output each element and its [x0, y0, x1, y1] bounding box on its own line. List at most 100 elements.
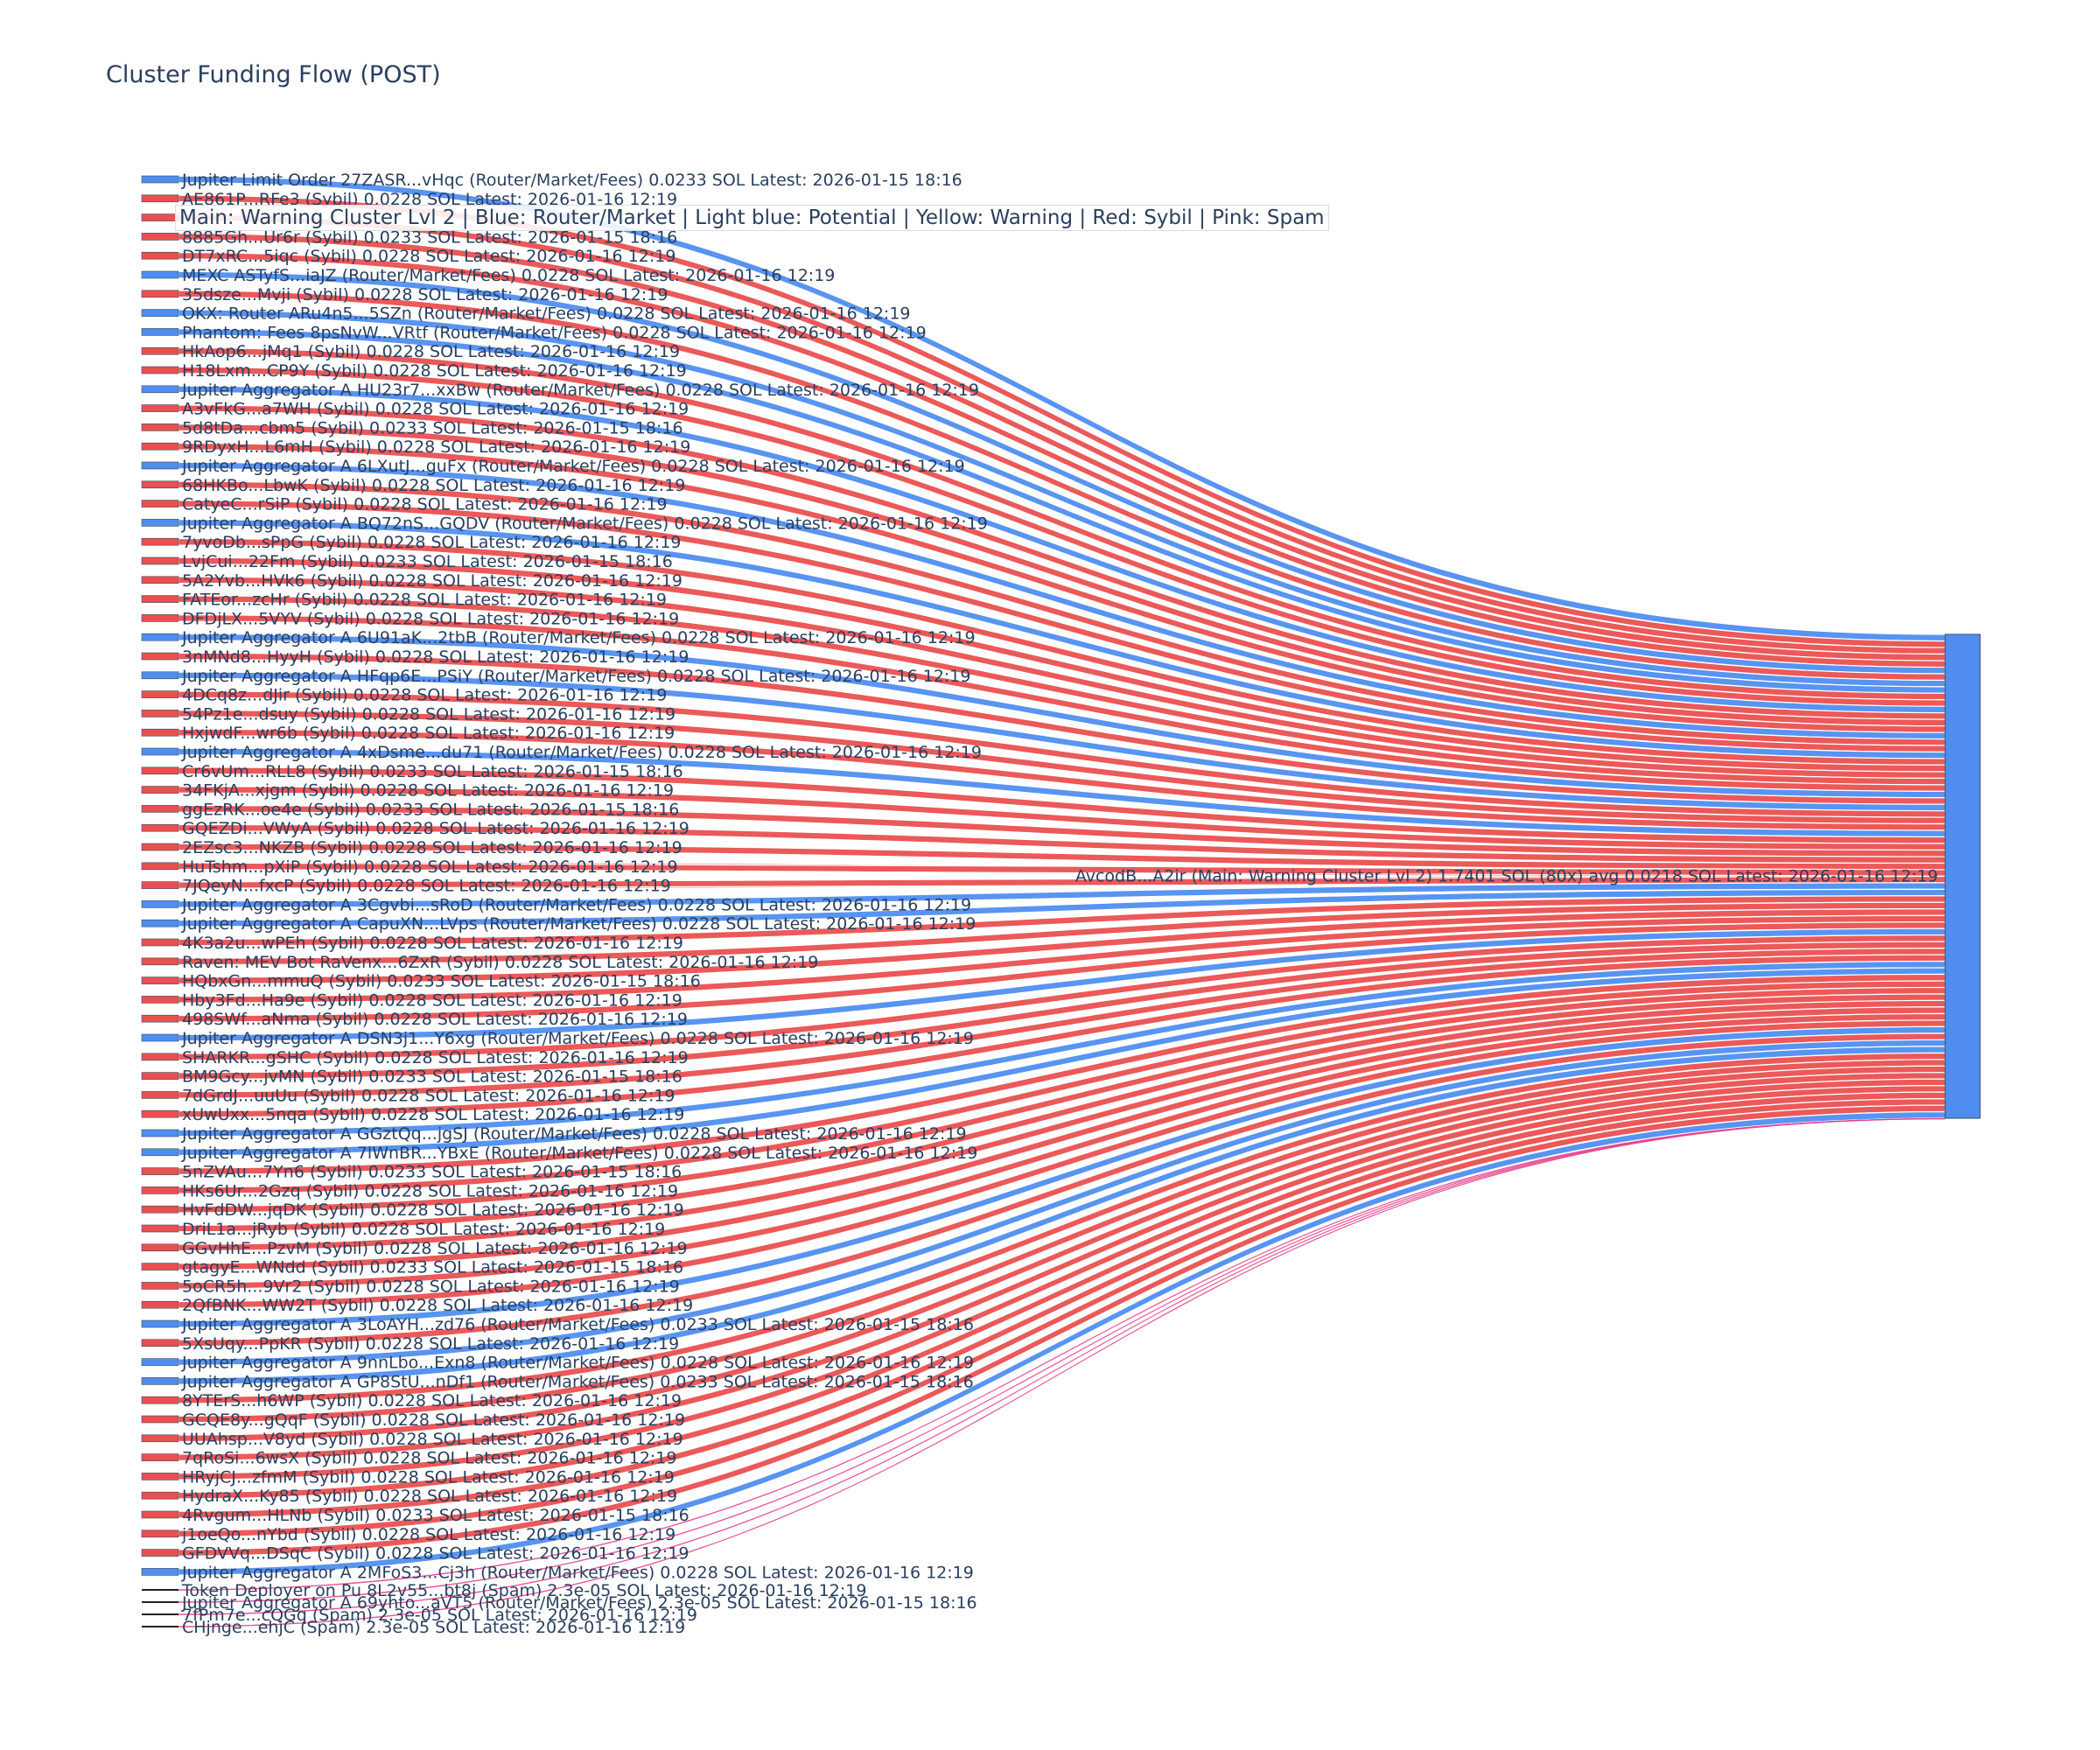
source-node-label: Phantom: Fees 8psNvW...VRtf (Router/Mark… — [182, 323, 927, 342]
source-node[interactable] — [141, 1205, 179, 1214]
source-node[interactable] — [141, 786, 179, 794]
source-node-label: SHARKR...gSHC (Sybil) 0.0228 SOL Latest:… — [182, 1048, 689, 1068]
source-node[interactable] — [141, 1282, 179, 1290]
source-node-label: CHjnge...ehjC (Spam) 2.3e-05 SOL Latest:… — [182, 1618, 685, 1637]
source-node[interactable] — [141, 1167, 179, 1175]
source-node[interactable] — [141, 404, 179, 412]
source-node[interactable] — [141, 175, 179, 184]
source-node[interactable] — [141, 614, 179, 622]
source-node[interactable] — [141, 1320, 179, 1328]
source-node[interactable] — [141, 309, 179, 317]
source-node[interactable] — [141, 214, 179, 221]
source-node[interactable] — [141, 1033, 179, 1042]
source-node[interactable] — [141, 233, 179, 241]
source-node-label: Jupiter Aggregator A 6LXutJ...guFx (Rout… — [181, 457, 965, 476]
source-node[interactable] — [141, 270, 179, 279]
source-node[interactable] — [141, 1263, 179, 1270]
source-node[interactable] — [141, 1434, 179, 1443]
source-node[interactable] — [141, 652, 179, 661]
source-node-label: Jupiter Aggregator A 3LoAYH...zd76 (Rout… — [181, 1315, 974, 1334]
source-node[interactable] — [141, 976, 179, 984]
source-node[interactable] — [141, 366, 179, 374]
source-node[interactable] — [141, 1129, 179, 1138]
source-node[interactable] — [141, 957, 179, 966]
source-node[interactable] — [142, 1589, 178, 1591]
source-node[interactable] — [141, 1014, 179, 1023]
source-node[interactable] — [141, 480, 179, 489]
source-node[interactable] — [141, 385, 179, 394]
source-node[interactable] — [141, 1377, 179, 1385]
source-node[interactable] — [141, 823, 179, 832]
source-node[interactable] — [141, 1530, 179, 1538]
source-node-label: 2QfBNK...WW2T (Sybil) 0.0228 SOL Latest:… — [182, 1296, 693, 1315]
source-node-label: ggEzRK...oe4e (Sybil) 0.0233 SOL Latest:… — [182, 800, 679, 819]
source-node[interactable] — [141, 881, 179, 889]
source-node[interactable] — [141, 1072, 179, 1080]
source-node[interactable] — [141, 519, 179, 527]
source-node-label: Jupiter Aggregator A 69yhto...aVT5 (Rout… — [181, 1593, 977, 1613]
source-node[interactable] — [141, 424, 179, 431]
source-node[interactable] — [141, 862, 179, 871]
source-node[interactable] — [141, 1186, 179, 1194]
source-node[interactable] — [141, 1224, 179, 1233]
source-node[interactable] — [141, 671, 179, 680]
source-node[interactable] — [142, 1601, 178, 1603]
source-node[interactable] — [141, 1091, 179, 1099]
source-node[interactable] — [141, 1339, 179, 1348]
source-node[interactable] — [141, 500, 179, 508]
source-node[interactable] — [142, 1614, 178, 1615]
source-node-label: Jupiter Aggregator A 9nnLbo...Exn8 (Rout… — [181, 1354, 974, 1373]
source-node[interactable] — [141, 900, 179, 908]
flow-link[interactable] — [178, 1117, 1945, 1628]
flow-link[interactable] — [178, 1117, 1945, 1615]
source-node[interactable] — [141, 595, 179, 603]
source-node[interactable] — [141, 843, 179, 851]
source-node-label: 5XsUqy...PpKR (Sybil) 0.0228 SOL Latest:… — [182, 1334, 679, 1354]
source-node[interactable] — [141, 996, 179, 1004]
source-node[interactable] — [141, 1396, 179, 1404]
source-node[interactable] — [141, 1453, 179, 1461]
source-node[interactable] — [141, 290, 179, 298]
source-node[interactable] — [141, 1510, 179, 1519]
source-node[interactable] — [141, 251, 179, 260]
source-node[interactable] — [141, 766, 179, 775]
flow-link[interactable] — [178, 1117, 1945, 1603]
source-node[interactable] — [141, 576, 179, 584]
source-node[interactable] — [141, 1300, 179, 1309]
source-node[interactable] — [141, 1473, 179, 1480]
source-node-label: Jupiter Aggregator A 4xDsme...du71 (Rout… — [181, 743, 982, 762]
target-node[interactable] — [1944, 634, 1981, 1119]
source-node[interactable] — [141, 805, 179, 813]
source-node[interactable] — [141, 1053, 179, 1061]
legend-annotation: Main: Warning Cluster Lvl 2 | Blue: Rout… — [175, 205, 1329, 231]
flow-link[interactable] — [178, 1117, 1945, 1591]
source-node[interactable] — [141, 1568, 179, 1576]
source-node[interactable] — [141, 747, 179, 756]
source-node[interactable] — [141, 633, 179, 641]
source-node[interactable] — [141, 556, 179, 565]
source-node[interactable] — [141, 1148, 179, 1157]
source-node-label: UUAhsp...V8yd (Sybil) 0.0228 SOL Latest:… — [182, 1430, 683, 1449]
source-node[interactable] — [141, 1491, 179, 1500]
source-node[interactable] — [141, 194, 179, 203]
source-node[interactable] — [141, 710, 179, 718]
source-node[interactable] — [141, 690, 179, 698]
source-node[interactable] — [141, 728, 179, 737]
source-node[interactable] — [141, 442, 179, 451]
source-node[interactable] — [141, 461, 179, 470]
source-node[interactable] — [141, 328, 179, 336]
source-node-label: GGvHhE...PzvM (Sybil) 0.0228 SOL Latest:… — [182, 1239, 688, 1258]
source-node-label: DFDjLX...5VYV (Sybil) 0.0228 SOL Latest:… — [182, 609, 679, 628]
source-node[interactable] — [141, 1110, 179, 1118]
source-node-label: HydraX...Ky85 (Sybil) 0.0228 SOL Latest:… — [182, 1487, 677, 1506]
source-node[interactable] — [141, 1549, 179, 1557]
source-node[interactable] — [141, 1243, 179, 1252]
source-node[interactable] — [141, 1358, 179, 1366]
source-node[interactable] — [141, 346, 179, 355]
source-node[interactable] — [141, 938, 179, 947]
source-node[interactable] — [141, 1415, 179, 1424]
source-node[interactable] — [141, 919, 179, 928]
source-node[interactable] — [141, 537, 179, 546]
source-node-label: 7dGrdJ...uuUu (Sybil) 0.0228 SOL Latest:… — [182, 1086, 676, 1105]
source-node[interactable] — [142, 1626, 178, 1628]
